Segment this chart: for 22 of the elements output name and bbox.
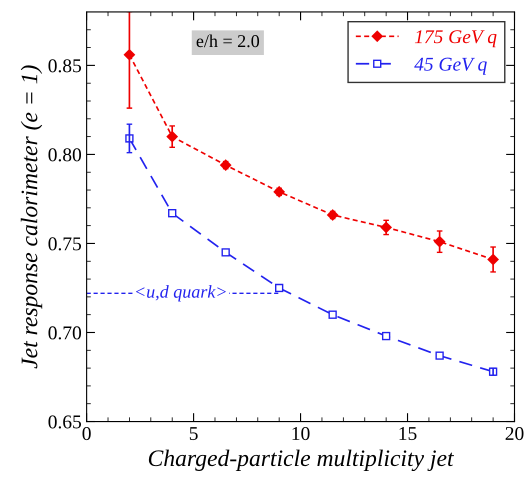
x-tick-label: 15 (400, 427, 416, 440)
y-axis-title: Jet response calorimeter (e = 1) (20, 65, 42, 368)
point (328, 310, 337, 319)
point (435, 351, 444, 360)
y-tick-label: 0.65 (48, 415, 82, 429)
legend-label: 45 GeV q (414, 58, 487, 75)
x-tick-label: 0 (82, 426, 91, 440)
point (275, 284, 284, 292)
y-tick-label: 0.80 (48, 148, 82, 162)
y-tick-label: 0.70 (48, 326, 82, 340)
y-tick-label: 0.85 (48, 59, 82, 72)
legend-label: 175 GeV q (414, 30, 497, 48)
ref-line-label: <u,d quark> (136, 285, 226, 302)
point (222, 248, 230, 257)
x-tick-label: 20 (506, 426, 524, 440)
x-tick-label: 5 (190, 427, 198, 440)
point (382, 332, 390, 340)
annotation: e/h = 2.0 (196, 34, 260, 48)
y-tick-label: 0.75 (48, 237, 82, 250)
x-tick-label: 10 (292, 426, 310, 440)
point (168, 209, 176, 218)
x-axis-title: Charged-particle multiplicity jet (148, 450, 454, 472)
